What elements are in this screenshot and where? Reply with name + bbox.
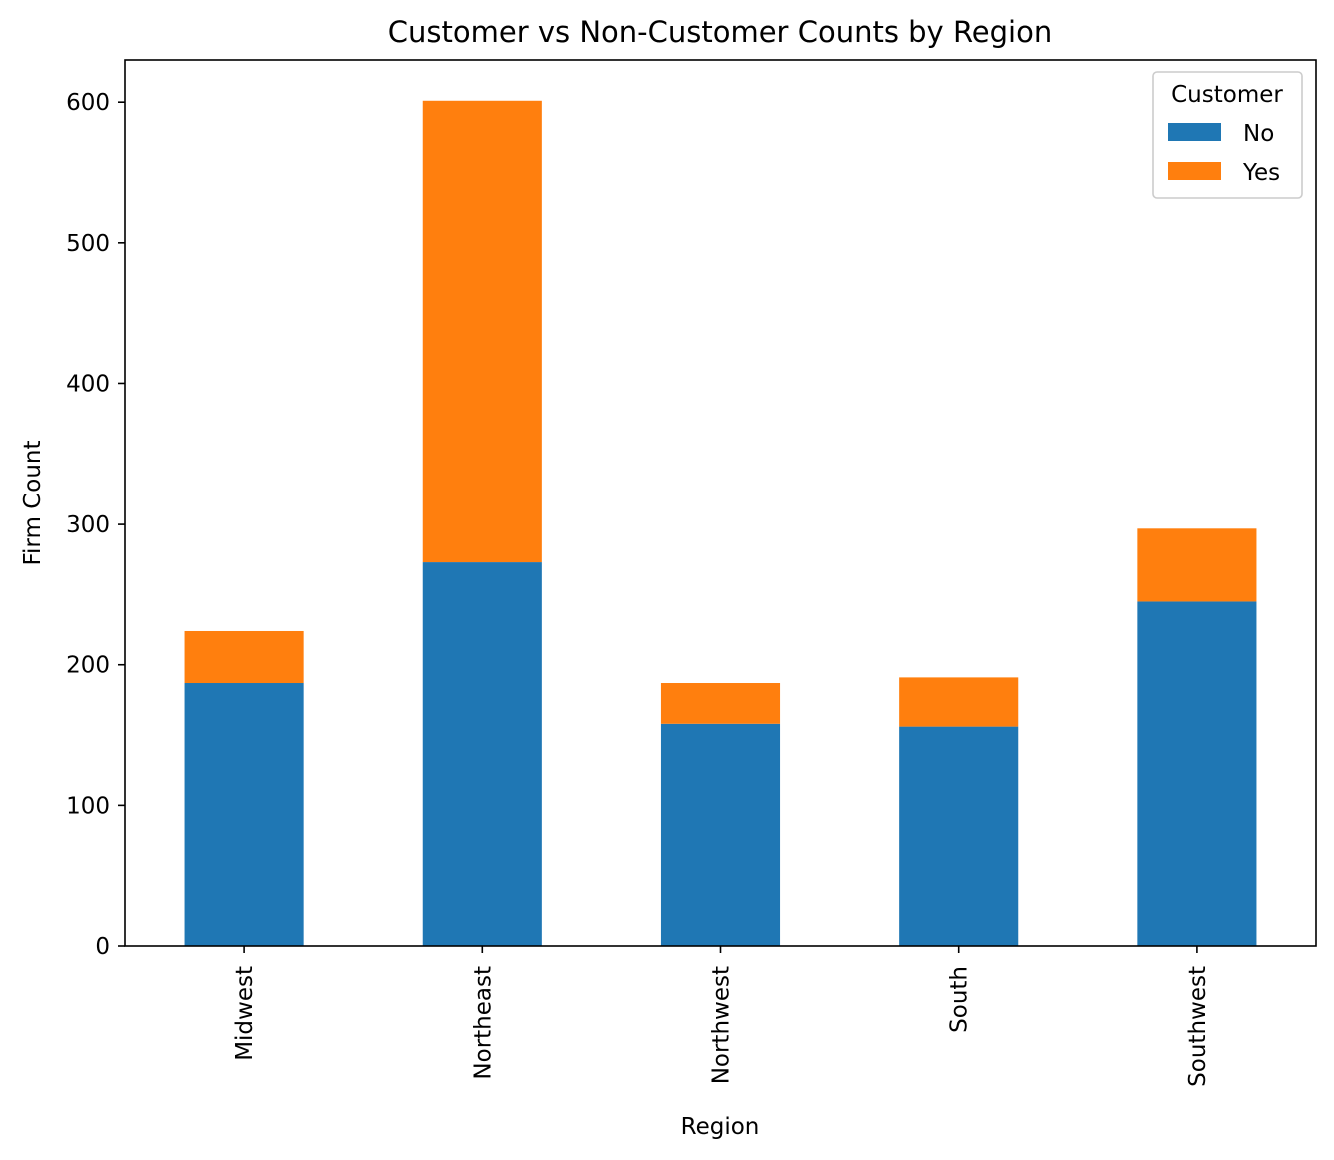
x-tick-label: Northeast [470, 966, 496, 1080]
bar-northwest-yes [660, 683, 781, 724]
bar-southwest-no [1137, 601, 1257, 946]
y-axis-label: Firm Count [20, 440, 46, 565]
x-tick-label: Midwest [232, 966, 258, 1061]
chart-title: Customer vs Non-Customer Counts by Regio… [388, 15, 1052, 49]
bar-northeast-no [422, 562, 542, 946]
bar-northwest-no [660, 723, 781, 946]
y-tick-label: 100 [66, 793, 110, 819]
plot-frame [124, 59, 1317, 947]
y-tick-label: 300 [66, 512, 110, 538]
legend-title: Customer [1171, 82, 1283, 108]
y-tick-label: 0 [95, 934, 110, 960]
legend-swatch-no [1168, 123, 1221, 141]
bar-midwest-no [184, 683, 304, 946]
y-tick-label: 600 [66, 90, 110, 116]
legend: Customer No Yes [1152, 71, 1303, 199]
y-tick-label: 200 [66, 653, 110, 679]
x-tick-label: South [947, 966, 973, 1033]
plot-area: 0 100 200 300 400 500 600 Midwest Northeast North… [66, 90, 1257, 1087]
y-tick-label: 500 [66, 231, 110, 257]
x-axis-label: Region [681, 1114, 760, 1140]
x-tick-label: Southwest [1185, 966, 1211, 1087]
bar-southwest-yes [1137, 528, 1257, 602]
legend-label-no: No [1243, 121, 1274, 147]
bar-south-no [899, 726, 1019, 946]
y-tick-label: 400 [66, 371, 110, 397]
bar-northeast-yes [422, 100, 542, 563]
bar-south-yes [899, 677, 1019, 727]
bar-midwest-yes [184, 630, 304, 684]
legend-swatch-yes [1168, 162, 1221, 180]
x-tick-label: Northwest [709, 966, 735, 1084]
legend-label-yes: Yes [1242, 160, 1280, 186]
